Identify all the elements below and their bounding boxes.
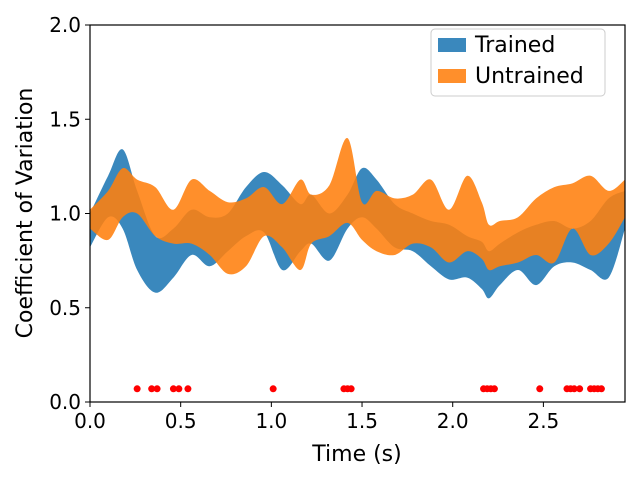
event-marker [597, 385, 605, 393]
event-marker [576, 385, 584, 393]
event-marker [184, 385, 192, 393]
event-marker [490, 385, 498, 393]
event-marker [133, 385, 141, 393]
legend-swatch-trained [438, 38, 466, 52]
x-tick-label: 0.0 [74, 409, 106, 433]
axes: 0.0 0.5 1.0 1.5 2.0 2.5 0.0 0.5 1.0 1.5 2.0 [49, 13, 626, 433]
y-tick-label: 2.0 [49, 13, 81, 37]
event-marker [570, 385, 578, 393]
legend-label-untrained: Untrained [475, 64, 584, 89]
y-tick-label: 1.0 [49, 202, 81, 226]
x-tick-label: 2.0 [437, 409, 469, 433]
plot-area [90, 137, 625, 393]
event-marker [269, 385, 277, 393]
event-marker [175, 385, 183, 393]
x-tick-label: 2.5 [527, 409, 559, 433]
y-axis-label: Coefficient of Variation [13, 88, 38, 339]
event-marker [153, 385, 161, 393]
y-tick-label: 1.5 [49, 107, 81, 131]
x-axis-label: Time (s) [311, 442, 401, 467]
y-tick-label: 0.0 [49, 390, 81, 414]
y-tick-label: 0.5 [49, 296, 81, 320]
legend-label-trained: Trained [474, 33, 555, 58]
x-tick-label: 1.0 [255, 409, 287, 433]
x-tick-label: 1.5 [346, 409, 378, 433]
event-marker [148, 385, 156, 393]
event-marker [347, 385, 355, 393]
legend-box [430, 28, 606, 97]
legend-swatch-untrained [438, 69, 466, 83]
legend: Trained Untrained [430, 28, 606, 97]
band-untrained [90, 137, 625, 275]
event-marker [536, 385, 544, 393]
event-marker [169, 385, 177, 393]
x-tick-label: 0.5 [165, 409, 197, 433]
